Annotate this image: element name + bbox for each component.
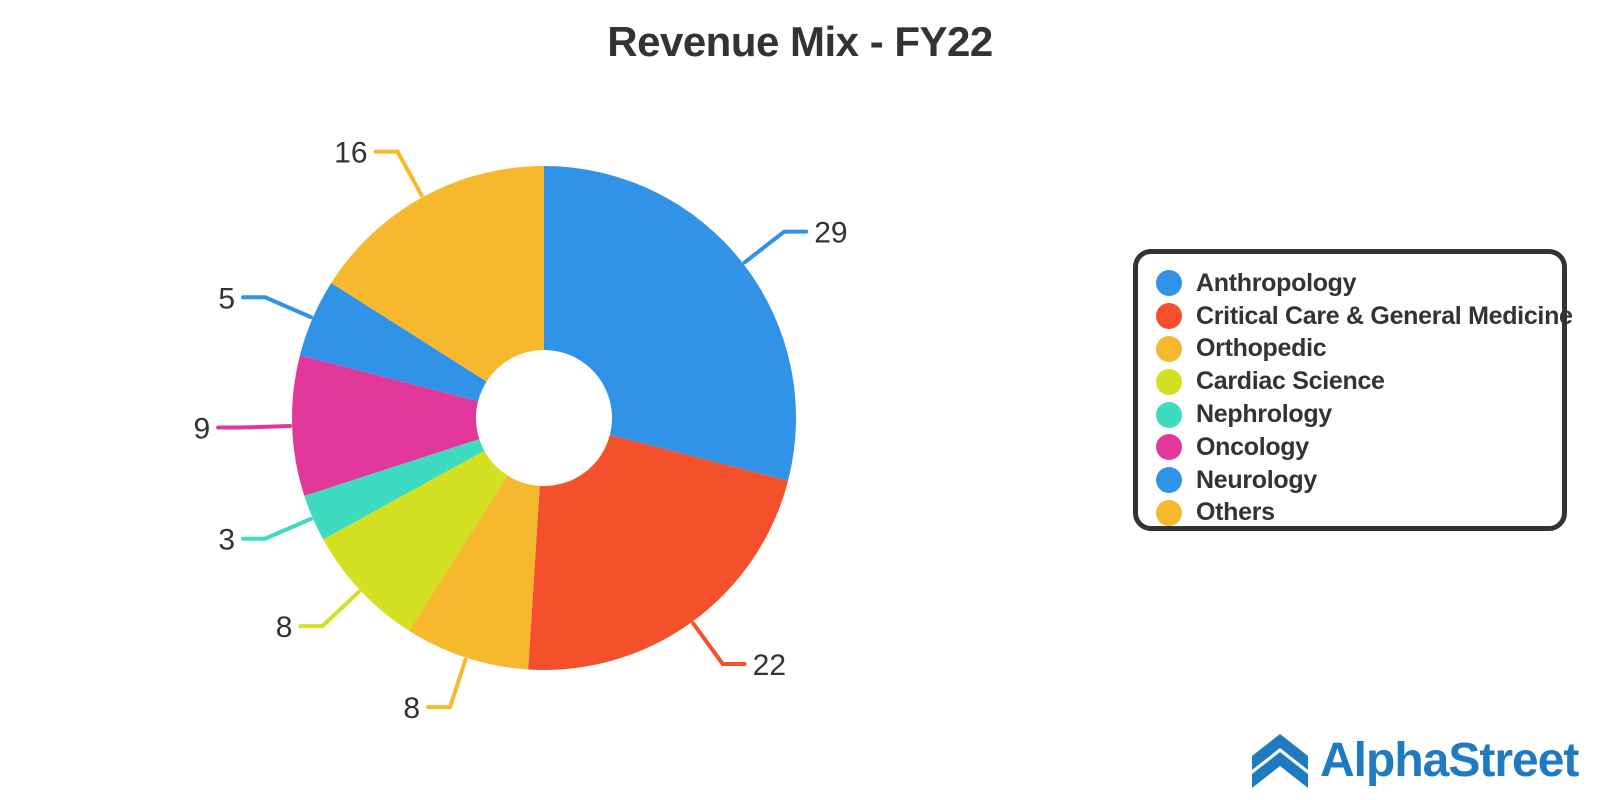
legend-item-nephrology: Nephrology [1156,398,1562,431]
legend-swatch [1156,401,1182,428]
legend-label: Oncology [1196,432,1309,461]
legend-item-cardiac-science: Cardiac Science [1156,365,1562,398]
chart-legend: Anthropology Critical Care & General Medi… [1133,249,1573,531]
slice-others [331,166,544,382]
alphastreet-logo-icon [1252,734,1308,788]
leader-line-neurology [241,295,313,320]
data-label-cardiac-science: 8 [276,611,293,644]
chart-data-labels: 29 22 8 8 3 9 5 16 [193,137,847,726]
legend-label: Anthropology [1196,268,1357,297]
slice-neurology [299,282,487,402]
leader-line-cardiac-science [298,589,361,629]
slice-nephrology [304,439,485,540]
legend-label: Neurology [1196,465,1317,494]
legend-swatch [1156,467,1182,494]
slice-critical-care-general-medicine [528,434,789,670]
legend-label: Nephrology [1196,400,1332,429]
chart-title: Revenue Mix - FY22 [607,18,993,65]
leader-line-anthropology [742,229,809,265]
legend-label: Orthopedic [1196,334,1327,363]
data-label-orthopedic: 8 [403,692,420,725]
data-label-nephrology: 3 [218,524,235,557]
legend-item-orthopedic: Orthopedic [1156,333,1562,366]
chart-leader-lines [216,149,809,710]
legend-swatch [1156,270,1182,297]
legend-label: Cardiac Science [1196,367,1385,396]
legend-swatch [1156,335,1182,362]
legend-item-critical-care-general-medicine: Critical Care & General Medicine [1156,300,1573,333]
data-label-others: 16 [334,137,367,170]
slice-cardiac-science [323,450,508,631]
leader-line-oncology [216,423,293,430]
legend-swatch [1156,434,1182,461]
legend-item-oncology: Oncology [1156,431,1562,464]
legend-swatch [1156,303,1182,330]
leader-line-others [373,149,424,198]
legend-label: Critical Care & General Medicine [1196,301,1573,330]
leader-line-orthopedic [426,657,468,710]
legend-item-anthropology: Anthropology [1156,267,1562,300]
slice-anthropology [544,166,796,481]
legend-item-others: Others [1156,497,1562,530]
legend-item-neurology: Neurology [1156,464,1562,497]
data-label-neurology: 5 [218,282,235,315]
slice-oncology [292,355,480,496]
data-label-oncology: 9 [193,413,210,446]
logo-text: AlphaStreet [1320,733,1579,787]
alphastreet-logo: AlphaStreet [1250,730,1579,790]
slice-orthopedic [408,475,540,670]
legend-label: Others [1196,498,1275,527]
chart-slices [292,166,796,670]
leader-line-nephrology [241,516,313,541]
legend-swatch [1156,499,1182,526]
legend-swatch [1156,368,1182,395]
leader-line-critical-care-general-medicine [691,621,747,666]
data-label-anthropology: 29 [814,217,847,250]
data-label-critical-care-general-medicine: 22 [753,649,786,682]
